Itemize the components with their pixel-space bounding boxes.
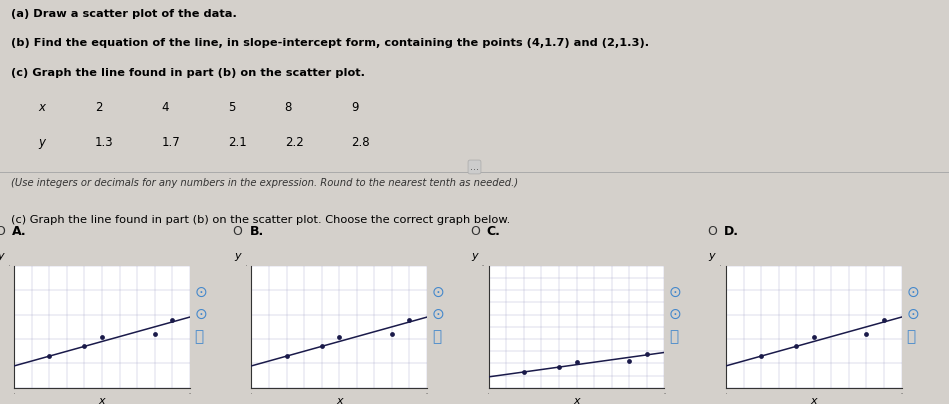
Point [569, 359, 585, 366]
Y-axis label: y: y [709, 251, 716, 261]
Text: 4: 4 [161, 101, 169, 114]
Text: B.: B. [250, 225, 264, 238]
Text: O: O [0, 225, 5, 238]
Text: 2: 2 [95, 101, 102, 114]
Point [622, 358, 637, 364]
Text: ⊙: ⊙ [195, 285, 207, 300]
Text: ⊙: ⊙ [906, 285, 919, 300]
Text: x: x [38, 101, 45, 114]
Text: A.: A. [12, 225, 27, 238]
Text: 9: 9 [351, 101, 359, 114]
Text: ⊙: ⊙ [432, 307, 444, 322]
Text: ⧉: ⧉ [432, 329, 441, 344]
Text: ⊙: ⊙ [669, 285, 681, 300]
Text: D.: D. [724, 225, 739, 238]
Text: C.: C. [487, 225, 501, 238]
X-axis label: x: x [810, 396, 817, 404]
Text: (b) Find the equation of the line, in slope-intercept form, containing the point: (b) Find the equation of the line, in sl… [11, 38, 649, 48]
Point [789, 343, 804, 349]
Point [402, 316, 418, 323]
Point [77, 343, 92, 349]
Point [164, 316, 179, 323]
Text: ⊙: ⊙ [906, 307, 919, 322]
Y-axis label: y: y [234, 251, 241, 261]
Text: 2.8: 2.8 [351, 135, 370, 149]
Point [859, 331, 874, 337]
Point [147, 331, 162, 337]
Point [94, 333, 109, 340]
Point [279, 353, 294, 359]
Text: (Use integers or decimals for any numbers in the expression. Round to the neares: (Use integers or decimals for any number… [11, 178, 518, 188]
Point [314, 343, 329, 349]
Text: (c) Graph the line found in part (b) on the scatter plot. Choose the correct gra: (c) Graph the line found in part (b) on … [11, 215, 511, 225]
Text: O: O [707, 225, 716, 238]
Text: ⊙: ⊙ [195, 307, 207, 322]
X-axis label: x: x [99, 396, 105, 404]
Text: 2.2: 2.2 [285, 135, 304, 149]
Text: ⧉: ⧉ [195, 329, 204, 344]
X-axis label: x: x [573, 396, 580, 404]
Text: 1.3: 1.3 [95, 135, 114, 149]
Point [42, 353, 57, 359]
Y-axis label: y: y [472, 251, 478, 261]
Point [516, 369, 531, 375]
Text: ⧉: ⧉ [906, 329, 916, 344]
Text: (c) Graph the line found in part (b) on the scatter plot.: (c) Graph the line found in part (b) on … [11, 68, 365, 78]
Point [754, 353, 769, 359]
Point [640, 350, 655, 357]
Text: y: y [38, 135, 45, 149]
X-axis label: x: x [336, 396, 343, 404]
Text: ...: ... [470, 162, 479, 172]
Point [551, 364, 567, 370]
Point [806, 333, 821, 340]
Text: O: O [233, 225, 242, 238]
Text: 8: 8 [285, 101, 292, 114]
Point [384, 331, 400, 337]
Text: 5: 5 [228, 101, 235, 114]
Point [332, 333, 347, 340]
Text: 2.1: 2.1 [228, 135, 247, 149]
Text: ⊙: ⊙ [432, 285, 444, 300]
Y-axis label: y: y [0, 251, 4, 261]
Point [877, 316, 892, 323]
Text: O: O [470, 225, 479, 238]
Text: ⧉: ⧉ [669, 329, 679, 344]
Text: ⊙: ⊙ [669, 307, 681, 322]
Text: (a) Draw a scatter plot of the data.: (a) Draw a scatter plot of the data. [11, 9, 237, 19]
Text: 1.7: 1.7 [161, 135, 180, 149]
